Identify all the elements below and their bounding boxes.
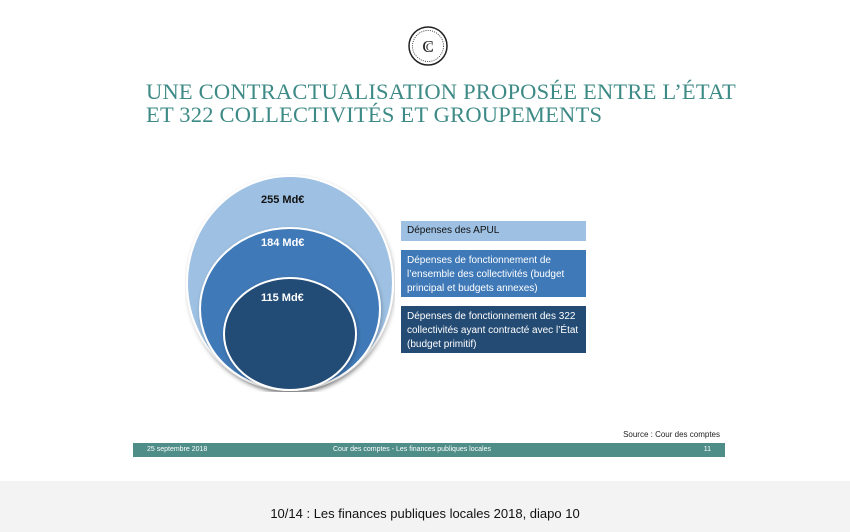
legend-all-collectivities: Dépenses de fonctionnement de l’ensemble… <box>401 250 586 297</box>
slide-footer: 25 septembre 2018 Cour des comptes - Les… <box>133 443 725 457</box>
footer-page-number: 11 <box>703 446 711 453</box>
svg-text:C: C <box>422 37 433 56</box>
circle-322-collectivities <box>223 277 357 391</box>
cour-des-comptes-logo: C C <box>408 26 448 66</box>
source-note: Source : Cour des comptes <box>623 430 720 439</box>
title-line-1: UNE CONTRACTUALISATION PROPOSÉE ENTRE L’… <box>146 79 736 104</box>
svg-text:C: C <box>426 42 433 54</box>
legend-apul: Dépenses des APUL <box>401 221 586 241</box>
slide: C C UNE CONTRACTUALISATION PROPOSÉE ENTR… <box>0 0 850 481</box>
circle-label-115: 115 Md€ <box>261 292 304 304</box>
slide-caption: 10/14 : Les finances publiques locales 2… <box>270 506 580 521</box>
nested-circles-diagram: 255 Md€ 184 Md€ 115 Md€ <box>186 175 394 391</box>
footer-date: 25 septembre 2018 <box>147 446 208 453</box>
title-line-2: ET 322 COLLECTIVITÉS ET GROUPEMENTS <box>146 102 603 127</box>
legend-322-collectivities: Dépenses de fonctionnement des 322 colle… <box>401 306 586 353</box>
footer-center: Cour des comptes - Les finances publique… <box>333 446 491 453</box>
slide-title: UNE CONTRACTUALISATION PROPOSÉE ENTRE L’… <box>146 80 766 126</box>
circle-label-184: 184 Md€ <box>261 237 304 249</box>
circle-label-255: 255 Md€ <box>261 194 304 206</box>
